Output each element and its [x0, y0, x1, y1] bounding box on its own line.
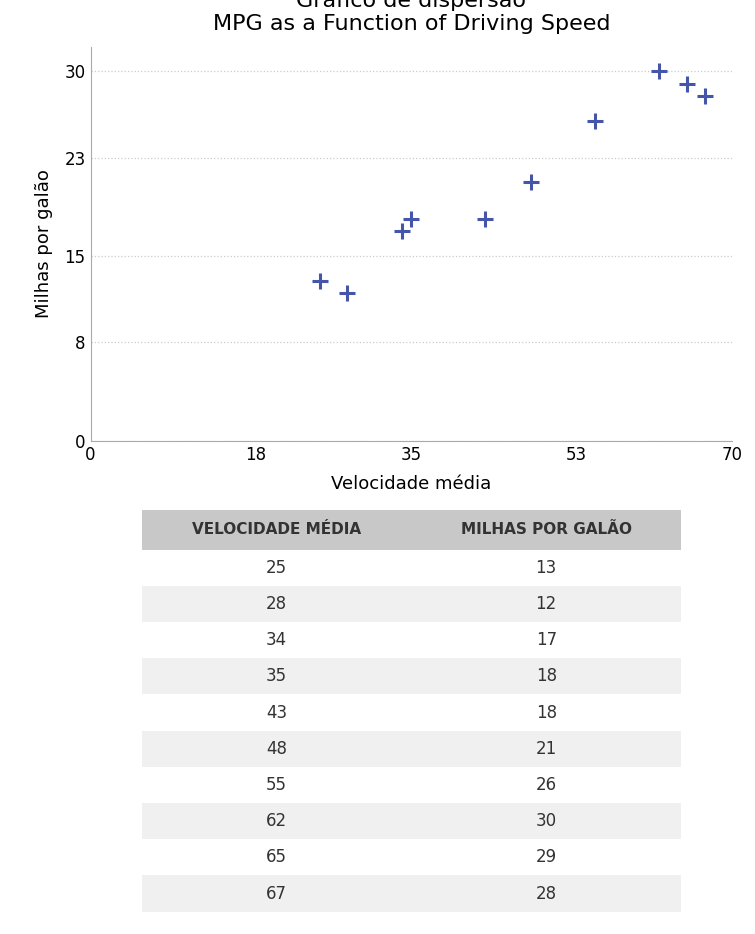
Text: 28: 28 — [267, 595, 287, 613]
FancyBboxPatch shape — [411, 767, 681, 803]
FancyBboxPatch shape — [142, 840, 411, 875]
FancyBboxPatch shape — [411, 622, 681, 658]
FancyBboxPatch shape — [411, 694, 681, 730]
Text: 18: 18 — [536, 667, 556, 686]
Text: 30: 30 — [536, 813, 556, 830]
Point — [680, 77, 692, 92]
FancyBboxPatch shape — [142, 875, 411, 912]
FancyBboxPatch shape — [411, 730, 681, 767]
Point — [341, 286, 353, 301]
Point — [589, 113, 601, 128]
FancyBboxPatch shape — [142, 694, 411, 730]
Text: MILHAS POR GALÃO: MILHAS POR GALÃO — [461, 522, 632, 537]
Point — [525, 175, 537, 190]
Text: 67: 67 — [267, 884, 287, 902]
FancyBboxPatch shape — [142, 622, 411, 658]
Point — [405, 212, 418, 227]
FancyBboxPatch shape — [142, 803, 411, 840]
Point — [314, 274, 326, 289]
Point — [653, 64, 665, 78]
Point — [699, 89, 711, 104]
X-axis label: Velocidade média: Velocidade média — [331, 474, 492, 493]
Text: 48: 48 — [267, 740, 287, 757]
FancyBboxPatch shape — [411, 510, 681, 549]
Text: 21: 21 — [535, 740, 557, 757]
Text: 13: 13 — [535, 559, 557, 576]
Text: 18: 18 — [536, 703, 556, 722]
FancyBboxPatch shape — [142, 730, 411, 767]
Point — [479, 212, 491, 227]
Text: 12: 12 — [535, 595, 557, 613]
Text: 65: 65 — [267, 848, 287, 867]
FancyBboxPatch shape — [142, 549, 411, 586]
Text: 62: 62 — [267, 813, 287, 830]
FancyBboxPatch shape — [142, 586, 411, 622]
FancyBboxPatch shape — [142, 767, 411, 803]
FancyBboxPatch shape — [142, 658, 411, 694]
Text: VELOCIDADE MÉDIA: VELOCIDADE MÉDIA — [192, 522, 362, 537]
FancyBboxPatch shape — [411, 875, 681, 912]
Title: Gráfico de dispersão
MPG as a Function of Driving Speed: Gráfico de dispersão MPG as a Function o… — [213, 0, 610, 34]
Text: 25: 25 — [267, 559, 287, 576]
FancyBboxPatch shape — [411, 549, 681, 586]
Point — [396, 224, 408, 239]
FancyBboxPatch shape — [411, 803, 681, 840]
FancyBboxPatch shape — [142, 510, 411, 549]
Y-axis label: Milhas por galão: Milhas por galão — [35, 169, 54, 318]
Text: 43: 43 — [267, 703, 287, 722]
FancyBboxPatch shape — [411, 840, 681, 875]
FancyBboxPatch shape — [411, 586, 681, 622]
FancyBboxPatch shape — [411, 658, 681, 694]
Text: 29: 29 — [536, 848, 556, 867]
Text: 17: 17 — [536, 631, 556, 649]
Text: 28: 28 — [536, 884, 556, 902]
Text: 34: 34 — [267, 631, 287, 649]
Text: 35: 35 — [267, 667, 287, 686]
Text: 26: 26 — [536, 776, 556, 794]
Text: 55: 55 — [267, 776, 287, 794]
